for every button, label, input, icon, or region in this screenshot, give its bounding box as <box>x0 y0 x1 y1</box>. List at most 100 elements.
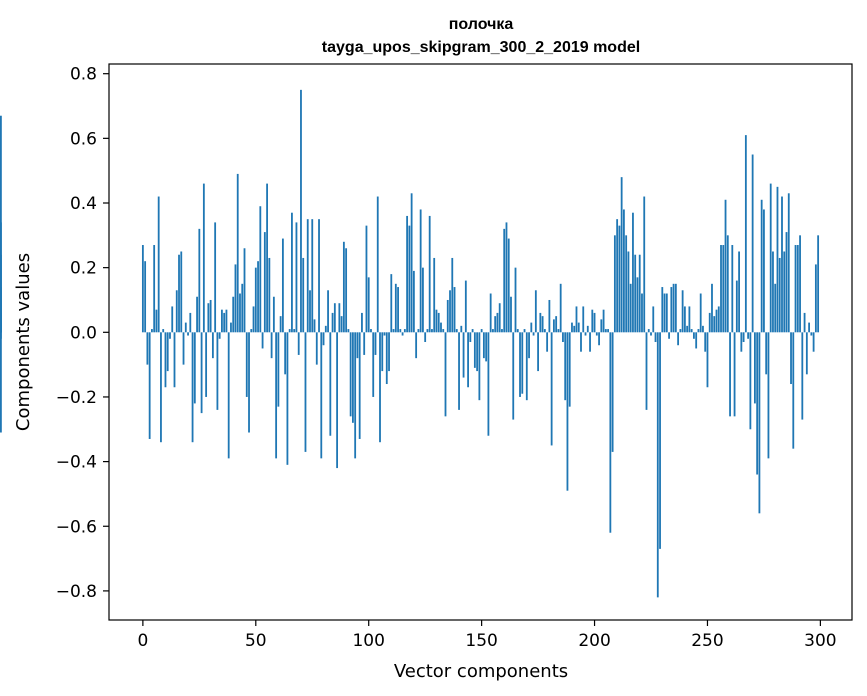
bar-40 <box>232 296 235 333</box>
bar-233 <box>668 332 670 339</box>
bar-149 <box>478 332 481 401</box>
bar-78 <box>318 219 320 333</box>
bar-157 <box>496 312 499 333</box>
bar-207 <box>609 332 612 533</box>
bar-254 <box>715 309 718 333</box>
bar-103 <box>374 332 377 355</box>
bar-113 <box>397 287 399 333</box>
bar-96 <box>358 332 361 439</box>
bar-36 <box>223 312 226 333</box>
bar-43 <box>239 293 241 333</box>
bar-148 <box>476 332 479 372</box>
bar-165 <box>514 267 517 333</box>
bar-173 <box>532 332 535 336</box>
bar-256 <box>720 245 722 333</box>
bars-group <box>0 89 820 598</box>
bar-245 <box>695 332 698 349</box>
bar-123 <box>419 209 422 333</box>
bar-183 <box>555 316 558 333</box>
bar-143 <box>464 280 467 333</box>
bar-68 <box>295 222 298 333</box>
bar-46 <box>245 332 248 397</box>
bar-27 <box>202 183 205 333</box>
y-tick-label: −0.2 <box>56 388 97 408</box>
bar-79 <box>320 332 323 459</box>
bar-48 <box>250 329 253 333</box>
bar-225 <box>650 332 652 336</box>
bar-67 <box>293 329 296 333</box>
bar-71 <box>302 257 305 333</box>
bar-236 <box>674 283 677 333</box>
bar-259 <box>726 235 729 333</box>
bar-131 <box>437 312 440 333</box>
bar-22 <box>191 332 194 443</box>
bar-28 <box>205 332 208 397</box>
y-tick-label: 0.4 <box>70 194 97 214</box>
bar-187 <box>564 332 567 401</box>
bar-281 <box>776 186 779 333</box>
bar-4 <box>151 329 153 333</box>
bar-262 <box>733 332 736 417</box>
bar-200 <box>593 312 596 333</box>
bar-270 <box>751 154 754 333</box>
bar-135 <box>446 299 449 333</box>
bar-271 <box>753 332 756 404</box>
bar-105 <box>379 332 381 443</box>
bar-244 <box>693 332 695 339</box>
bar-0 <box>141 245 144 333</box>
bar-15 <box>175 290 178 333</box>
bar-41 <box>234 264 237 333</box>
bar-238 <box>679 329 682 333</box>
bar-69 <box>297 332 300 355</box>
bar-81 <box>324 325 327 333</box>
bar-293 <box>803 312 806 333</box>
bar-109 <box>388 332 390 372</box>
bar-35 <box>221 309 223 333</box>
bar-211 <box>618 225 621 333</box>
bar-45 <box>243 248 246 333</box>
bar-249 <box>704 332 707 352</box>
x-tick-label: 50 <box>245 631 267 651</box>
bar-158 <box>498 303 501 333</box>
bar-118 <box>408 225 411 333</box>
bar-137 <box>451 257 454 333</box>
bar-87 <box>338 303 341 333</box>
y-tick-label: 0.0 <box>70 323 97 343</box>
bar-19 <box>184 322 187 333</box>
bar-60 <box>277 332 280 407</box>
bar-32 <box>214 222 217 333</box>
bar-25 <box>198 228 201 333</box>
bar-226 <box>652 306 655 333</box>
bar-134 <box>444 332 447 417</box>
bar-124 <box>422 267 424 333</box>
bar-195 <box>582 306 585 333</box>
bar-42 <box>236 173 239 333</box>
bar-170 <box>525 332 528 401</box>
bar-8 <box>160 332 162 443</box>
bar-177 <box>541 316 544 333</box>
bar-188 <box>566 332 569 491</box>
bar-279 <box>772 251 774 333</box>
bar-198 <box>589 332 591 352</box>
bar-91 <box>347 329 350 333</box>
bar-250 <box>706 332 709 388</box>
bar-161 <box>505 222 508 333</box>
bar-176 <box>539 312 542 333</box>
bar-167 <box>519 332 521 397</box>
bar-285 <box>785 232 788 333</box>
bar-111 <box>392 329 395 333</box>
y-tick-label: −0.8 <box>56 582 97 602</box>
bar-77 <box>315 332 318 365</box>
bar-136 <box>449 290 451 333</box>
bar-99 <box>365 225 368 333</box>
bar-237 <box>677 332 680 346</box>
bar-31 <box>211 332 214 359</box>
bar-57 <box>270 332 273 359</box>
bar-128 <box>431 329 433 333</box>
bar-7 <box>157 196 160 333</box>
y-tick-label: −0.6 <box>56 517 97 537</box>
bar-144 <box>467 332 469 388</box>
bar-152 <box>485 332 488 362</box>
bar-98 <box>363 332 366 355</box>
bar-298 <box>814 264 817 333</box>
